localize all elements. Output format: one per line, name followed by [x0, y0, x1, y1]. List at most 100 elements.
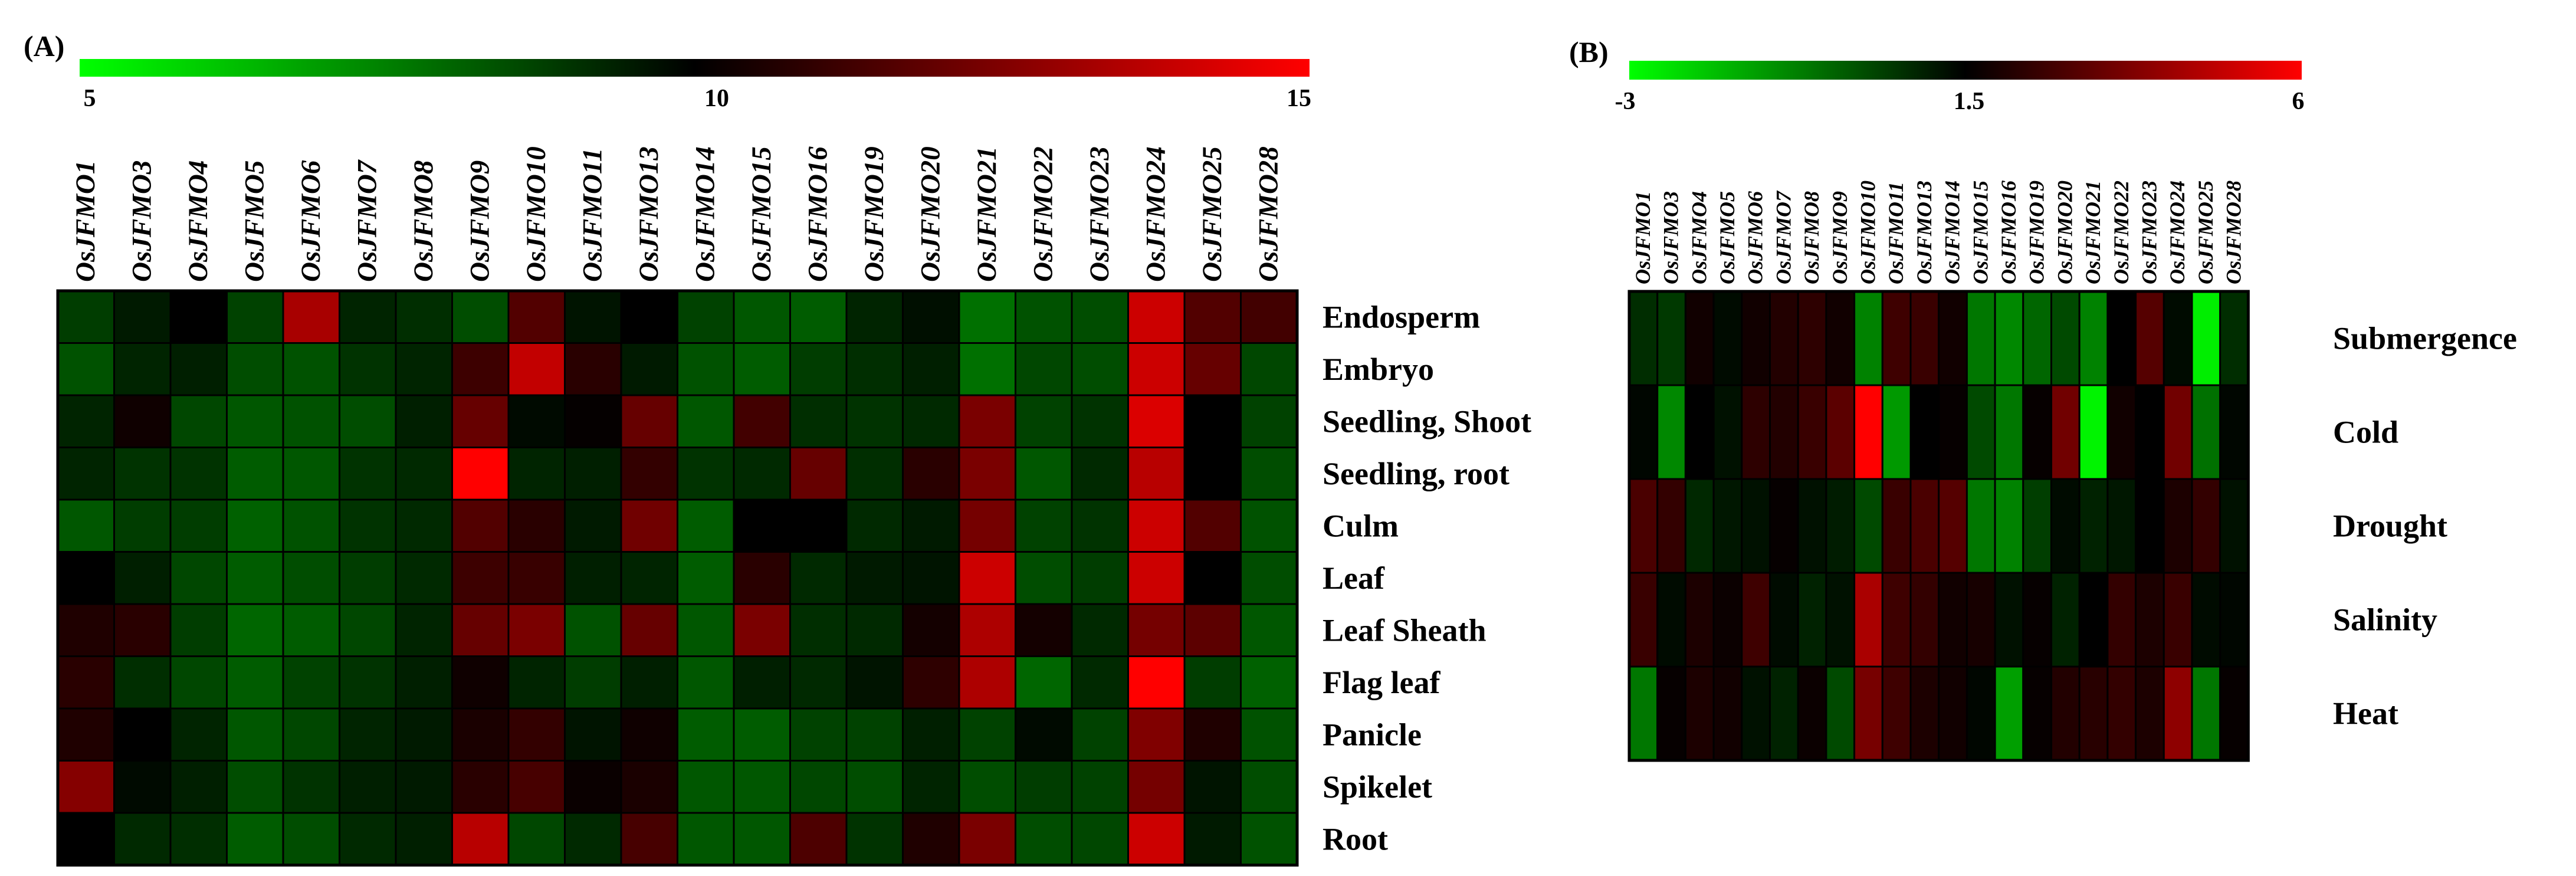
heatmap-cell-a-spikelet-osjfmo28: [1240, 760, 1298, 814]
heatmap-cell-a-endosperm-osjfmo9: [451, 290, 510, 344]
heatmap-cell-a-flag-leaf-osjfmo1: [57, 655, 115, 710]
column-label-a-osjfmo25: OsJFMO25: [1197, 146, 1228, 282]
heatmap-cell-a-flag-leaf-osjfmo23: [1071, 655, 1129, 710]
heatmap-cell-b-submergence-osjfmo28: [2219, 290, 2249, 386]
heatmap-cell-a-embryo-osjfmo25: [1183, 342, 1242, 396]
column-label-a-osjfmo24: OsJFMO24: [1140, 146, 1171, 282]
heatmap-cell-a-root-osjfmo6: [282, 812, 340, 866]
heatmap-cell-a-root-osjfmo3: [113, 812, 172, 866]
column-label-b-osjfmo28: OsJFMO28: [2222, 181, 2246, 284]
row-label-b-drought: Drought: [2333, 508, 2447, 544]
heatmap-cell-a-root-osjfmo1: [57, 812, 115, 866]
heatmap-cell-a-culm-osjfmo7: [339, 498, 397, 553]
heatmap-cell-a-root-osjfmo5: [226, 812, 284, 866]
heatmap-cell-a-root-osjfmo23: [1071, 812, 1129, 866]
column-label-b-osjfmo16: OsJFMO16: [1997, 181, 2020, 284]
heatmap-cell-a-endosperm-osjfmo5: [226, 290, 284, 344]
heatmap-cell-a-embryo-osjfmo6: [282, 342, 340, 396]
row-label-a-flag-leaf: Flag leaf: [1323, 665, 1440, 700]
heatmap-cell-b-drought-osjfmo6: [1741, 478, 1771, 574]
column-label-a-osjfmo10: OsJFMO10: [521, 146, 552, 282]
heatmap-cell-b-salinity-osjfmo3: [1656, 572, 1686, 668]
heatmap-cell-a-culm-osjfmo6: [282, 498, 340, 553]
heatmap-cell-a-flag-leaf-osjfmo16: [789, 655, 848, 710]
heatmap-cell-b-submergence-osjfmo19: [2022, 290, 2053, 386]
row-label-a-spikelet: Spikelet: [1323, 769, 1432, 805]
heatmap-cell-a-seedling-root-osjfmo20: [902, 447, 960, 501]
heatmap-cell-a-seedling-root-osjfmo6: [282, 447, 340, 501]
heatmap-cell-b-cold-osjfmo10: [1853, 384, 1883, 480]
heatmap-cell-a-leaf-sheath-osjfmo20: [902, 603, 960, 657]
heatmap-cell-b-submergence-osjfmo9: [1825, 290, 1856, 386]
heatmap-cell-a-embryo-osjfmo19: [845, 342, 904, 396]
heatmap-cell-a-embryo-osjfmo21: [958, 342, 1016, 396]
heatmap-cell-a-seedling-root-osjfmo9: [451, 447, 510, 501]
column-label-b-osjfmo15: OsJFMO15: [1968, 181, 1992, 284]
heatmap-cell-a-flag-leaf-osjfmo15: [733, 655, 791, 710]
heatmap-cell-b-drought-osjfmo13: [1909, 478, 1940, 574]
heatmap-cell-a-endosperm-osjfmo8: [395, 290, 453, 344]
heatmap-border-a: [56, 289, 1299, 867]
heatmap-cell-b-heat-osjfmo14: [1938, 665, 1968, 762]
column-label-b-osjfmo23: OsJFMO23: [2137, 181, 2161, 284]
column-label-a-osjfmo20: OsJFMO20: [915, 146, 946, 282]
heatmap-cell-b-submergence-osjfmo20: [2050, 290, 2081, 386]
heatmap-cell-a-root-osjfmo7: [339, 812, 397, 866]
row-label-b-cold: Cold: [2333, 415, 2398, 450]
heatmap-cell-a-culm-osjfmo14: [677, 498, 735, 553]
colorbar-a-min-label: 5: [84, 85, 96, 112]
heatmap-cell-b-salinity-osjfmo1: [1628, 572, 1659, 668]
column-label-b-osjfmo7: OsJFMO7: [1771, 190, 1795, 284]
row-labels-a: Endosperm Embryo Seedling, Shoot Seedling, …: [1323, 299, 1531, 857]
heatmap-cell-a-endosperm-osjfmo1: [57, 290, 115, 344]
heatmap-cell-b-heat-osjfmo16: [1994, 665, 2024, 762]
heatmap-cell-a-flag-leaf-osjfmo3: [113, 655, 172, 710]
heatmap-cell-b-drought-osjfmo4: [1684, 478, 1715, 574]
heatmap-cell-b-heat-osjfmo23: [2135, 665, 2165, 762]
heatmap-cell-a-seedling-shoot-osjfmo5: [226, 394, 284, 448]
heatmap-cell-a-panicle-osjfmo14: [677, 707, 735, 762]
heatmap-cell-a-leaf-sheath-osjfmo8: [395, 603, 453, 657]
heatmap-cell-b-heat-osjfmo9: [1825, 665, 1856, 762]
heatmap-cell-a-seedling-shoot-osjfmo11: [564, 394, 622, 448]
column-label-a-osjfmo3: OsJFMO3: [126, 160, 157, 282]
heatmap-cell-a-leaf-sheath-osjfmo4: [169, 603, 228, 657]
heatmap-cell-a-culm-osjfmo11: [564, 498, 622, 553]
heatmap-cell-b-submergence-osjfmo6: [1741, 290, 1771, 386]
heatmap-cell-a-leaf-sheath-osjfmo13: [620, 603, 678, 657]
heatmap-cell-a-embryo-osjfmo15: [733, 342, 791, 396]
heatmap-cell-a-root-osjfmo13: [620, 812, 678, 866]
heatmap-cell-a-leaf-sheath-osjfmo15: [733, 603, 791, 657]
heatmap-cell-a-culm-osjfmo8: [395, 498, 453, 553]
heatmap-cell-a-leaf-sheath-osjfmo21: [958, 603, 1016, 657]
heatmap-cell-a-leaf-sheath-osjfmo1: [57, 603, 115, 657]
heatmap-cell-a-root-osjfmo28: [1240, 812, 1298, 866]
heatmap-cell-a-panicle-osjfmo11: [564, 707, 622, 762]
heatmap-cell-a-endosperm-osjfmo3: [113, 290, 172, 344]
heatmap-cell-b-cold-osjfmo28: [2219, 384, 2249, 480]
heatmap-cell-a-endosperm-osjfmo21: [958, 290, 1016, 344]
heatmap-cell-b-drought-osjfmo19: [2022, 478, 2053, 574]
column-label-b-osjfmo5: OsJFMO5: [1715, 191, 1739, 284]
panel-a: (A) 5 10 15 OsJFMO1 OsJFMO3 OsJFMO4 OsJFMO5…: [24, 29, 1531, 867]
heatmap-cell-a-leaf-osjfmo28: [1240, 551, 1298, 605]
heatmap-cell-a-flag-leaf-osjfmo9: [451, 655, 510, 710]
heatmap-cell-b-heat-osjfmo25: [2191, 665, 2221, 762]
heatmap-cell-a-culm-osjfmo23: [1071, 498, 1129, 553]
heatmap-cell-a-seedling-root-osjfmo13: [620, 447, 678, 501]
heatmap-cell-a-endosperm-osjfmo4: [169, 290, 228, 344]
heatmap-cell-a-embryo-osjfmo24: [1127, 342, 1186, 396]
row-label-a-leaf: Leaf: [1323, 560, 1385, 596]
heatmap-cell-a-flag-leaf-osjfmo21: [958, 655, 1016, 710]
heatmap-cell-a-leaf-osjfmo9: [451, 551, 510, 605]
heatmap-cell-a-endosperm-osjfmo20: [902, 290, 960, 344]
heatmap-cell-a-leaf-osjfmo10: [507, 551, 566, 605]
column-label-a-osjfmo6: OsJFMO6: [296, 160, 326, 282]
heatmap-cell-a-culm-osjfmo21: [958, 498, 1016, 553]
heatmap-cell-a-leaf-sheath-osjfmo7: [339, 603, 397, 657]
heatmap-cell-a-seedling-shoot-osjfmo13: [620, 394, 678, 448]
heatmap-cell-a-leaf-sheath-osjfmo10: [507, 603, 566, 657]
heatmap-cell-a-leaf-sheath-osjfmo14: [677, 603, 735, 657]
heatmap-cell-a-seedling-root-osjfmo10: [507, 447, 566, 501]
